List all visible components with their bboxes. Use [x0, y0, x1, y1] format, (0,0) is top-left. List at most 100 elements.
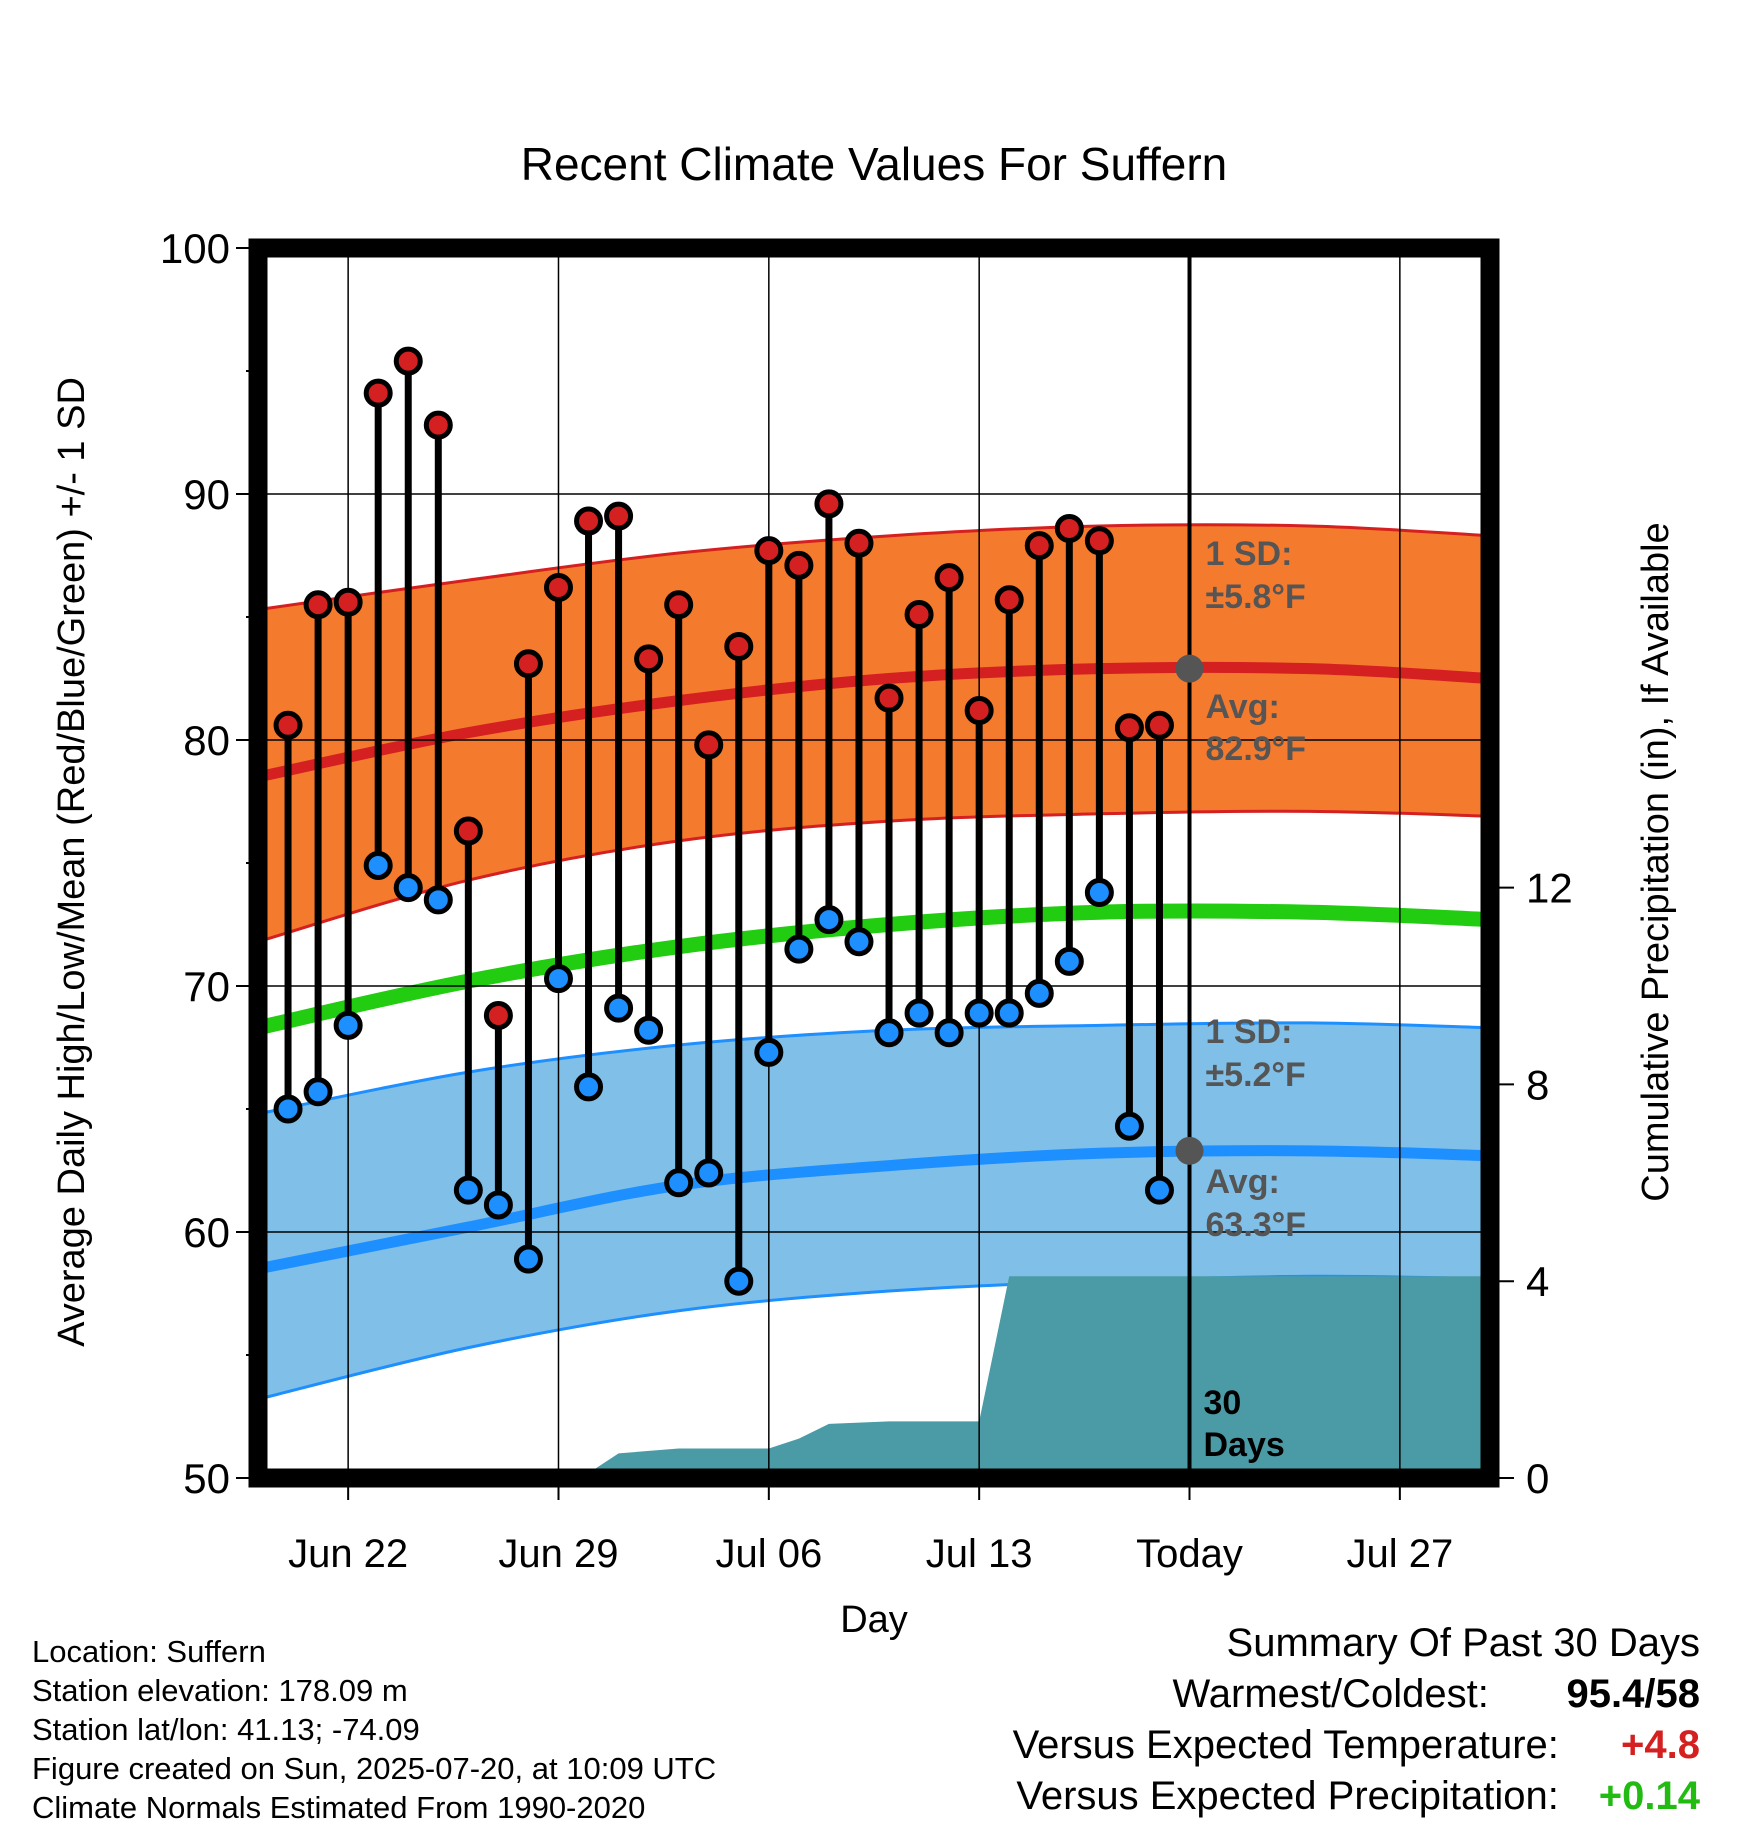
latlon-text: Station lat/lon: 41.13; -74.09 — [32, 1712, 420, 1747]
y-tick-label: 60 — [183, 1209, 230, 1256]
created-text: Figure created on Sun, 2025-07-20, at 10… — [32, 1751, 717, 1786]
high-average-line — [258, 661, 1490, 783]
x-tick-label: Jun 29 — [498, 1532, 618, 1576]
daily-high-point — [1084, 526, 1114, 556]
daily-high-point — [694, 730, 724, 760]
station-info: Location: Suffern Station elevation: 178… — [32, 1632, 716, 1827]
daily-high-point — [423, 410, 453, 440]
y-tick-label: 80 — [183, 717, 230, 764]
daily-low-point — [543, 964, 573, 994]
daily-high-point — [964, 695, 994, 725]
daily-low-point — [574, 1072, 604, 1102]
high-avg-label: Avg: — [1206, 688, 1280, 726]
daily-high-point — [303, 590, 333, 620]
temp-label: Versus Expected Temperature: — [1012, 1723, 1559, 1767]
daily-low-point — [363, 850, 393, 880]
daily-low-point — [994, 998, 1024, 1028]
elevation-text: Station elevation: 178.09 m — [32, 1673, 408, 1708]
daily-high-point — [574, 506, 604, 536]
daily-high-point — [724, 632, 754, 662]
annotations: 1 SD: ±5.8°F Avg: 82.9°F 1 SD: ±5.2°F Avg: 63.3… — [1175, 535, 1307, 1464]
high-avg-value: 82.9°F — [1206, 730, 1307, 768]
daily-low-point — [634, 1015, 664, 1045]
high-sd-band-upper-edge — [258, 523, 1490, 612]
daily-high-point — [333, 587, 363, 617]
y-axis-right-label: Cumulative Precipitation (in), If Availa… — [1635, 522, 1677, 1201]
low-average-line — [258, 1145, 1490, 1275]
chart-title: Recent Climate Values For Suffern — [521, 138, 1228, 190]
daily-low-point — [904, 998, 934, 1028]
daily-low-point — [453, 1175, 483, 1205]
y-tick-label: 50 — [183, 1455, 230, 1502]
summary-panel: Summary Of Past 30 Days Warmest/Coldest:… — [1013, 1618, 1700, 1822]
summary-heading: Summary Of Past 30 Days — [1226, 1621, 1700, 1665]
daily-low-point — [483, 1190, 513, 1220]
low-avg-value: 63.3°F — [1206, 1206, 1307, 1244]
x-axis-label: Day — [840, 1599, 908, 1641]
daily-high-point — [814, 489, 844, 519]
daily-low-point — [784, 934, 814, 964]
daily-low-point — [694, 1158, 724, 1188]
x-tick-label: Jul 27 — [1346, 1532, 1453, 1576]
daily-low-point — [1024, 978, 1054, 1008]
daily-high-point — [483, 1001, 513, 1031]
warmest-label: Warmest/Coldest: — [1172, 1672, 1489, 1716]
precip-value: +0.14 — [1598, 1774, 1700, 1818]
y-tick-label: 100 — [160, 225, 230, 272]
daily-high-point — [904, 600, 934, 630]
low-avg-label: Avg: — [1206, 1163, 1280, 1201]
high-sd-label: 1 SD: — [1206, 535, 1293, 573]
precip-label: Versus Expected Precipitation: — [1016, 1774, 1559, 1818]
daily-high-point — [393, 346, 423, 376]
y-axis-label: Average Daily High/Low/Mean (Red/Blue/Gr… — [51, 377, 93, 1347]
daily-high-point — [1144, 710, 1174, 740]
daily-low-point — [724, 1266, 754, 1296]
daily-low-point — [604, 993, 634, 1023]
daily-low-point — [664, 1168, 694, 1198]
daily-high-point — [994, 585, 1024, 615]
high-sd-band — [258, 524, 1490, 942]
mean-line — [258, 903, 1490, 1036]
temp-value: +4.8 — [1621, 1723, 1700, 1767]
daily-low-point — [273, 1094, 303, 1124]
daily-high-point — [273, 710, 303, 740]
high-sd-value: ±5.8°F — [1206, 578, 1306, 616]
daily-low-point — [754, 1037, 784, 1067]
daily-low-point — [1084, 878, 1114, 908]
daily-high-point — [934, 563, 964, 593]
days-label: Days — [1204, 1426, 1285, 1464]
daily-low-point — [333, 1010, 363, 1040]
y-right-tick-label: 0 — [1526, 1455, 1549, 1502]
daily-high-point — [784, 550, 814, 580]
low-sd-band — [258, 1022, 1490, 1400]
y-tick-label: 90 — [183, 471, 230, 518]
daily-low-point — [393, 873, 423, 903]
daily-high-point — [1024, 531, 1054, 561]
daily-low-point — [1114, 1111, 1144, 1141]
daily-low-point — [814, 905, 844, 935]
low-sd-label: 1 SD: — [1206, 1013, 1293, 1051]
daily-low-point — [964, 998, 994, 1028]
daily-high-point — [513, 649, 543, 679]
daily-high-point — [664, 590, 694, 620]
daily-high-point — [1054, 513, 1084, 543]
summary-warmest-row: Warmest/Coldest: 95.4/58 — [1013, 1669, 1701, 1720]
daily-low-point — [513, 1244, 543, 1274]
daily-high-point — [844, 528, 874, 558]
daily-high-point — [634, 644, 664, 674]
location-text: Location: Suffern — [32, 1634, 266, 1669]
summary-precip-row: Versus Expected Precipitation: +0.14 — [1013, 1771, 1700, 1822]
x-tick-label: Jul 06 — [715, 1532, 822, 1576]
daily-high-point — [543, 572, 573, 602]
x-tick-label: Today — [1136, 1532, 1243, 1576]
precipitation-area — [258, 1276, 1490, 1478]
daily-high-point — [754, 536, 784, 566]
low-sd-value: ±5.2°F — [1206, 1056, 1306, 1094]
plot-area — [258, 523, 1490, 1478]
days-count: 30 — [1204, 1384, 1242, 1422]
daily-high-point — [1114, 713, 1144, 743]
daily-low-point — [423, 885, 453, 915]
x-tick-label: Jun 22 — [288, 1532, 408, 1576]
daily-low-point — [874, 1018, 904, 1048]
